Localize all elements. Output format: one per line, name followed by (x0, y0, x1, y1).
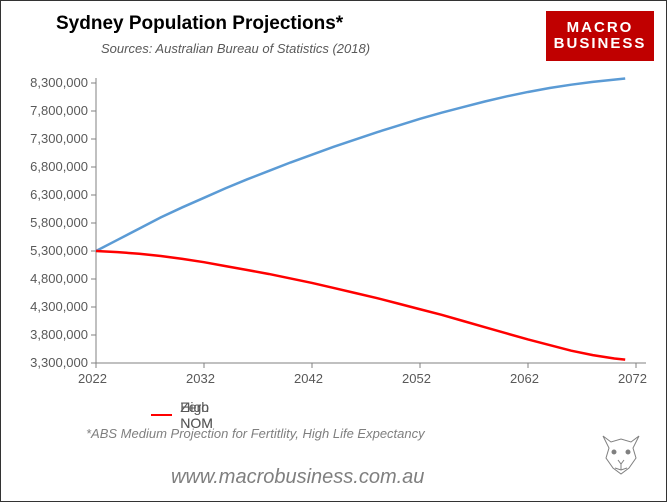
x-tick-label: 2032 (186, 371, 215, 386)
legend-swatch (151, 414, 172, 416)
badge-line2: BUSINESS (554, 36, 647, 53)
badge-line1: MACRO (567, 20, 634, 37)
y-tick-label: 5,300,000 (30, 243, 88, 258)
x-tick-label: 2052 (402, 371, 431, 386)
wolf-icon (591, 426, 651, 486)
watermark-url: www.macrobusiness.com.au (171, 466, 424, 489)
y-tick-label: 4,800,000 (30, 271, 88, 286)
y-tick-label: 6,800,000 (30, 159, 88, 174)
series-line (96, 251, 625, 360)
plot-area (86, 73, 666, 373)
y-tick-label: 6,300,000 (30, 187, 88, 202)
y-tick-label: 7,300,000 (30, 131, 88, 146)
x-tick-label: 2022 (78, 371, 107, 386)
y-tick-label: 5,800,000 (30, 215, 88, 230)
y-tick-label: 3,800,000 (30, 327, 88, 342)
x-tick-label: 2042 (294, 371, 323, 386)
chart-title: Sydney Population Projections* (56, 13, 343, 35)
y-tick-label: 8,300,000 (30, 75, 88, 90)
series-line (96, 79, 625, 251)
chart-footnote: *ABS Medium Projection for Fertitlity, H… (86, 426, 425, 441)
y-tick-label: 7,800,000 (30, 103, 88, 118)
chart-subtitle: Sources: Australian Bureau of Statistics… (101, 41, 370, 56)
x-tick-label: 2072 (618, 371, 647, 386)
y-tick-label: 4,300,000 (30, 299, 88, 314)
brand-badge: MACRO BUSINESS (546, 11, 654, 61)
y-tick-label: 3,300,000 (30, 355, 88, 370)
x-tick-label: 2062 (510, 371, 539, 386)
chart-container: Sydney Population Projections* Sources: … (0, 0, 667, 502)
